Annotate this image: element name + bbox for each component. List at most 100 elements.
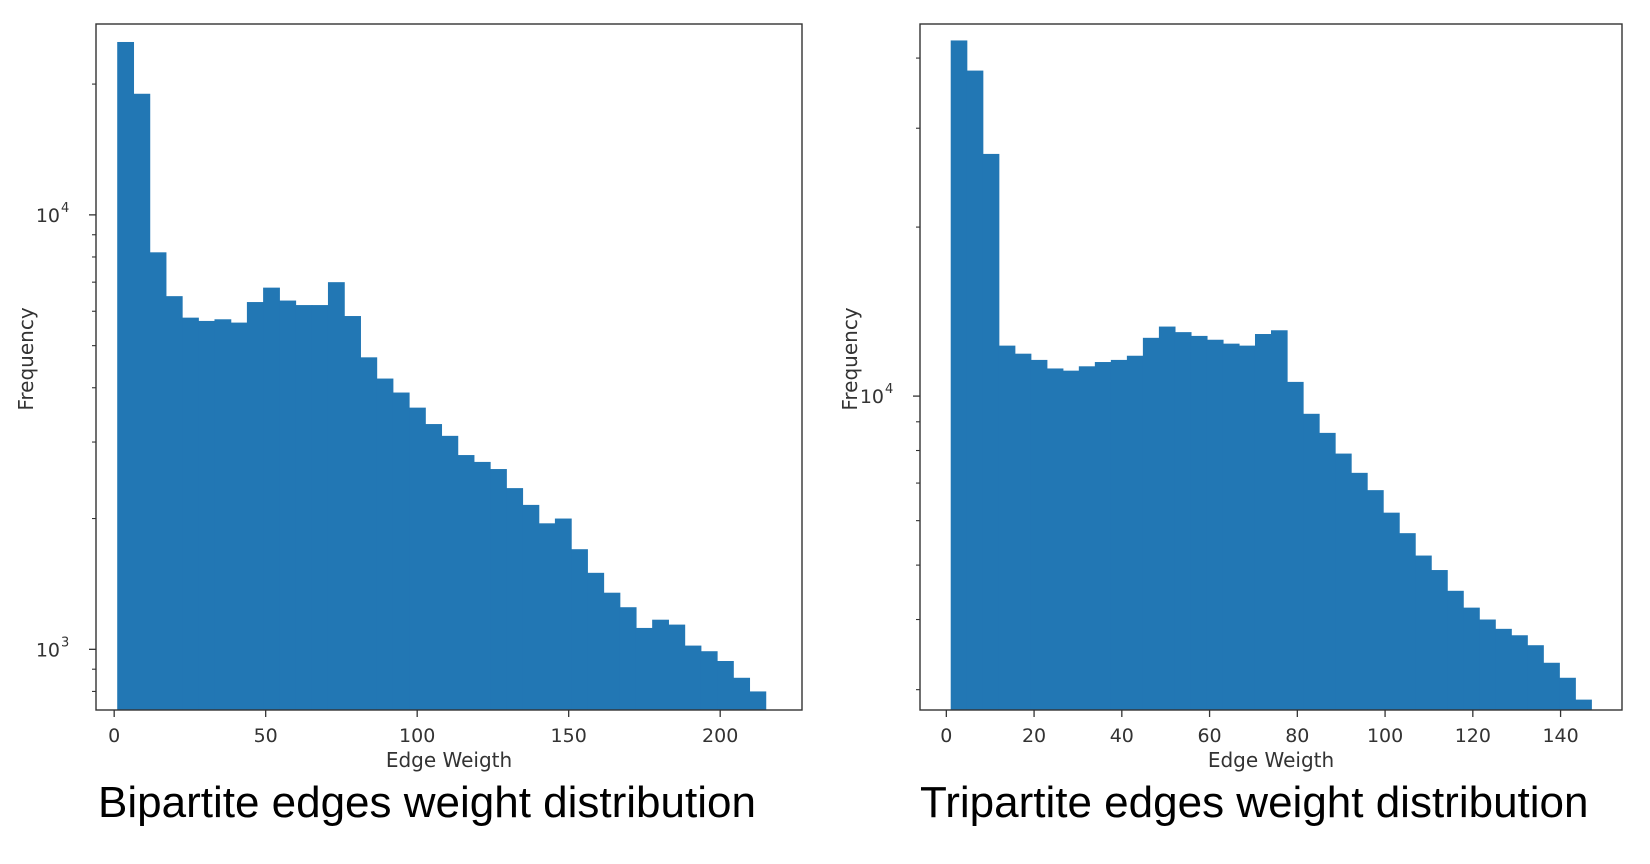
left-bar [425, 424, 443, 710]
left-bar [409, 407, 426, 710]
right-bar [1014, 353, 1032, 710]
left-bar [230, 322, 248, 710]
right-bar [1383, 512, 1400, 710]
left-bar [506, 488, 524, 710]
left-bar [295, 305, 313, 710]
left-bar [263, 287, 280, 710]
right-y-tick-label: 10 [860, 386, 884, 408]
left-axes-frame [95, 23, 803, 711]
right-bar [1222, 343, 1240, 710]
right-bar [1030, 359, 1048, 710]
right-bar [1495, 628, 1512, 710]
right-x-axis-label: Edge Weigth [1208, 748, 1334, 772]
right-x-tick-label: 0 [940, 725, 952, 747]
left-bar [717, 660, 734, 710]
left-x-axis-label: Edge Weigth [386, 748, 512, 772]
left-y-tick-exponent: 3 [61, 635, 69, 650]
right-bar [1479, 619, 1496, 710]
left-y-axis-label: Frequency [14, 307, 38, 410]
right-x-tick-label: 100 [1367, 725, 1403, 747]
right-bar [1431, 570, 1448, 710]
left-bar [327, 282, 345, 710]
right-y-axis-label: Frequency [838, 307, 862, 410]
right-bar [1335, 453, 1352, 710]
left-bar [571, 549, 588, 710]
right-bar [1575, 699, 1592, 710]
right-bar [1142, 337, 1160, 710]
left-bar [279, 300, 297, 710]
right-bar [1543, 662, 1560, 710]
right-bar [1287, 381, 1304, 710]
right-bar [1351, 472, 1368, 710]
right-x-tick-label: 20 [1022, 725, 1046, 747]
left-bar [198, 320, 216, 710]
left-x-tick-label: 100 [399, 725, 435, 747]
left-bar [165, 296, 183, 710]
left-x-tick-label: 150 [551, 725, 587, 747]
left-y-tick-exponent: 4 [61, 201, 69, 216]
left-bar [522, 504, 540, 710]
left-x-tick-label: 200 [702, 725, 738, 747]
right-bar [1174, 332, 1192, 710]
left-x-tick-label: 50 [254, 725, 278, 747]
left-bar [700, 651, 718, 710]
right-bar [1062, 370, 1080, 710]
left-bar [587, 572, 605, 710]
left-bar [182, 317, 199, 710]
left-bar [749, 691, 767, 710]
right-bar [950, 40, 968, 711]
left-bar [684, 645, 702, 710]
left-bar [360, 357, 378, 710]
left-bar [246, 302, 264, 710]
right-x-tick-label: 80 [1285, 725, 1309, 747]
right-bar [1319, 432, 1336, 710]
left-bar [457, 455, 475, 710]
right-x-tick-label: 120 [1455, 725, 1491, 747]
right-x-tick-label: 40 [1110, 725, 1134, 747]
right-bar [1367, 490, 1384, 710]
left-bars [117, 41, 767, 711]
right-bar [1399, 533, 1416, 710]
right-bar [1046, 368, 1064, 710]
right-bar [1190, 335, 1208, 710]
left-y-tick-label: 10 [36, 639, 60, 661]
right-x-tick-label: 140 [1542, 725, 1578, 747]
right-bar [1238, 345, 1256, 710]
right-x-tick-label: 60 [1197, 725, 1221, 747]
left-bar [490, 469, 507, 710]
left-bar [733, 677, 751, 710]
right-bar [1559, 677, 1576, 710]
left-bar [473, 461, 491, 710]
right-bar [1415, 555, 1432, 710]
right-bar [1254, 334, 1272, 710]
right-bar [998, 345, 1016, 710]
left-bar [149, 252, 167, 710]
caption-bipartite: Bipartite edges weight distribution [98, 778, 756, 827]
histogram-tripartite: 0 20 40 60 80 100 120 140 10 4 Edge Weigth Frequenc… [838, 23, 1623, 772]
left-bar [311, 305, 329, 710]
right-bar [1158, 326, 1176, 710]
left-bar [652, 619, 669, 710]
left-bar [214, 319, 232, 710]
right-bar [1271, 330, 1288, 710]
right-bar [1126, 355, 1144, 710]
left-bar [117, 41, 135, 710]
right-bar [1078, 366, 1096, 710]
right-axes-frame [919, 23, 1623, 711]
right-bar [1094, 362, 1112, 710]
left-bar [619, 607, 637, 710]
right-bar [1527, 645, 1544, 710]
right-bar [1463, 607, 1480, 710]
right-bars [950, 40, 1592, 711]
right-bar [966, 70, 984, 711]
left-bar [603, 592, 621, 710]
left-y-tick-label: 10 [36, 205, 60, 227]
left-bar [635, 627, 653, 710]
left-bar [668, 624, 686, 710]
left-bar [392, 392, 410, 710]
right-bar [1447, 590, 1464, 710]
left-bar [344, 316, 361, 710]
left-x-tick-label: 0 [108, 725, 120, 747]
left-bar [133, 93, 151, 711]
